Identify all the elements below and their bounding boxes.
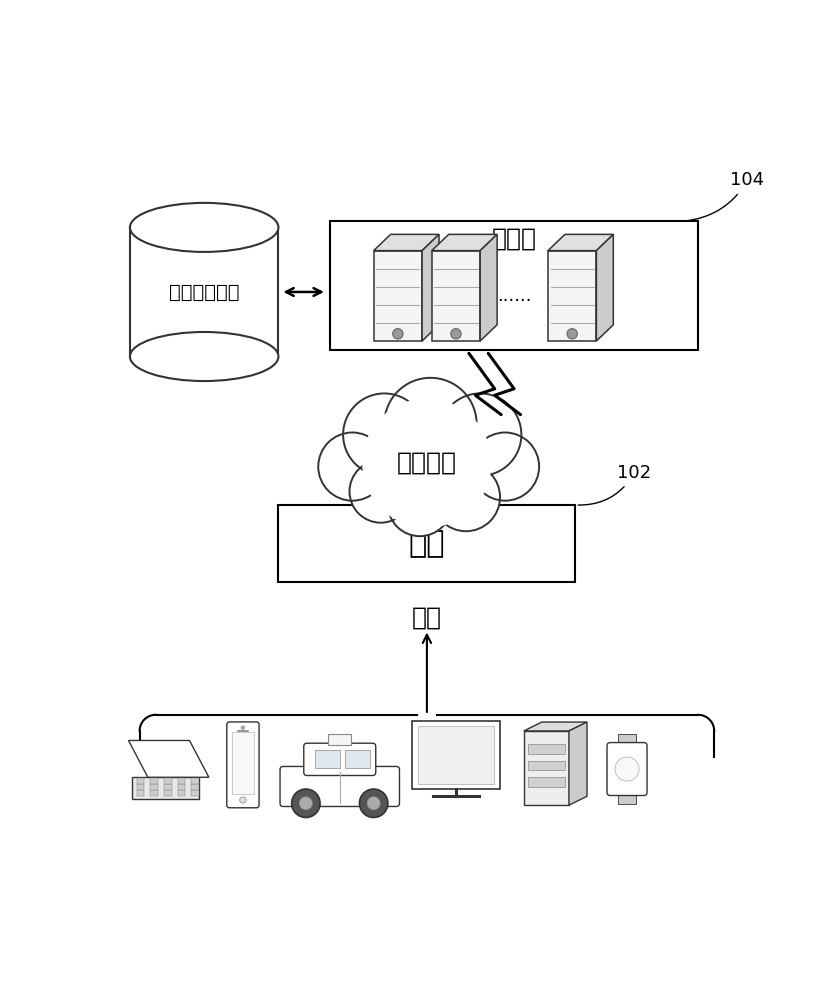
Bar — [130, 227, 278, 357]
Text: 104: 104 — [688, 171, 765, 221]
Bar — [177, 784, 186, 790]
Polygon shape — [569, 722, 587, 805]
Bar — [164, 784, 172, 790]
Bar — [164, 778, 172, 784]
Bar — [527, 777, 565, 787]
Circle shape — [471, 433, 539, 501]
Bar — [374, 251, 422, 341]
Circle shape — [360, 789, 388, 817]
Bar — [431, 251, 480, 341]
Bar — [328, 734, 352, 745]
Circle shape — [388, 472, 451, 536]
Circle shape — [343, 393, 426, 476]
Polygon shape — [480, 234, 497, 341]
Bar — [618, 734, 636, 746]
Circle shape — [367, 797, 380, 810]
Circle shape — [350, 460, 412, 523]
FancyBboxPatch shape — [607, 743, 647, 796]
Bar — [177, 790, 186, 796]
Bar — [417, 726, 494, 784]
Circle shape — [451, 329, 461, 339]
Bar — [137, 778, 144, 784]
Bar — [527, 761, 565, 770]
Circle shape — [615, 757, 639, 781]
Circle shape — [318, 433, 387, 501]
Bar — [232, 732, 254, 794]
FancyBboxPatch shape — [227, 722, 259, 808]
Circle shape — [300, 797, 312, 810]
Text: 例如: 例如 — [412, 606, 442, 630]
Bar — [164, 790, 172, 796]
Bar — [150, 778, 158, 784]
Bar — [315, 750, 340, 768]
FancyBboxPatch shape — [280, 766, 400, 806]
Polygon shape — [431, 234, 497, 251]
Ellipse shape — [130, 332, 278, 381]
Bar — [330, 221, 698, 350]
Circle shape — [240, 797, 247, 803]
Circle shape — [439, 393, 521, 476]
Bar — [132, 777, 199, 799]
Polygon shape — [548, 234, 613, 251]
Bar — [177, 778, 186, 784]
Bar — [137, 784, 144, 790]
Text: 终端: 终端 — [409, 529, 445, 558]
Bar — [150, 790, 158, 796]
Bar — [137, 790, 144, 796]
Text: 通信网络: 通信网络 — [397, 451, 457, 475]
FancyBboxPatch shape — [304, 743, 376, 775]
Bar — [278, 505, 576, 582]
Polygon shape — [128, 740, 209, 777]
Bar — [548, 251, 596, 341]
Circle shape — [384, 378, 476, 470]
Bar — [150, 784, 158, 790]
Text: ......: ...... — [496, 287, 531, 305]
Circle shape — [431, 463, 500, 531]
Polygon shape — [374, 234, 439, 251]
Bar — [192, 784, 199, 790]
Circle shape — [392, 329, 403, 339]
Polygon shape — [524, 722, 587, 731]
Bar — [192, 778, 199, 784]
Circle shape — [241, 726, 245, 730]
Bar — [527, 744, 565, 754]
Polygon shape — [422, 234, 439, 341]
Ellipse shape — [130, 203, 278, 252]
Circle shape — [567, 329, 577, 339]
Text: 数据存储系统: 数据存储系统 — [169, 282, 239, 301]
Polygon shape — [596, 234, 613, 341]
Bar — [524, 731, 569, 805]
Bar — [618, 792, 636, 804]
Circle shape — [363, 399, 491, 527]
Text: 102: 102 — [578, 464, 651, 505]
Bar — [412, 721, 500, 789]
Bar — [192, 790, 199, 796]
Circle shape — [292, 789, 320, 817]
Text: 服务器: 服务器 — [491, 227, 536, 251]
Bar — [345, 750, 370, 768]
